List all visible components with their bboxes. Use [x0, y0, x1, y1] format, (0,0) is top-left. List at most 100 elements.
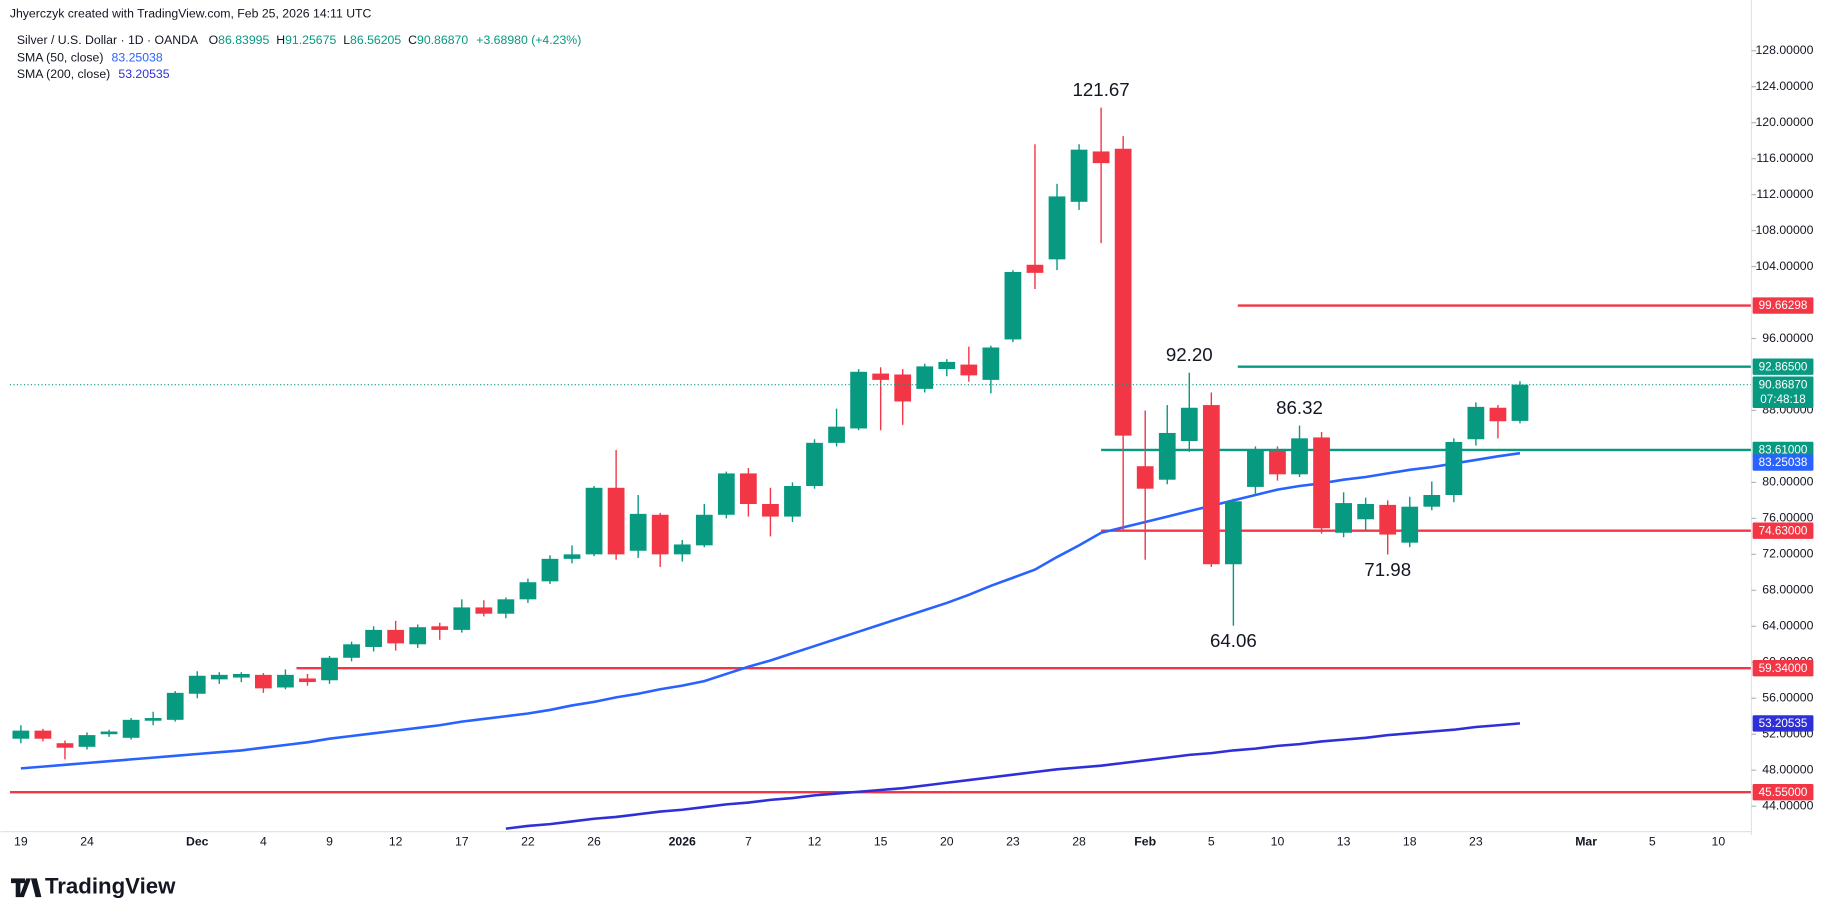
candle-body	[188, 675, 206, 694]
level-tag-bg	[1752, 522, 1814, 539]
candle-body	[431, 626, 449, 630]
annotation: 92.20	[1166, 344, 1213, 365]
candle-body	[1202, 405, 1220, 565]
x-tick-label: 15	[874, 834, 888, 848]
candle-body	[1335, 503, 1352, 533]
x-tick-label: 9	[326, 834, 333, 848]
y-tick-label: 44.00000	[1762, 798, 1813, 812]
candle-body	[784, 486, 801, 517]
series-name: SMA (200, close)	[17, 67, 110, 81]
ohlc-value: 91.25675	[285, 33, 336, 47]
legend-sma50: SMA (50, close) 83.25038	[17, 51, 163, 65]
x-tick-label: 5	[1649, 834, 1656, 848]
series-name: SMA (50, close)	[17, 51, 104, 65]
candle-body	[1158, 432, 1176, 480]
candle-body	[916, 366, 934, 389]
x-tick-label: 13	[1337, 834, 1351, 848]
candle-body	[100, 731, 118, 735]
candle-body	[387, 629, 405, 644]
annotation: 121.67	[1073, 79, 1130, 100]
x-tick-label: 17	[455, 834, 469, 848]
level-tag: 59.34000	[1759, 662, 1808, 675]
x-tick-label: 20	[940, 834, 954, 848]
candle-body	[585, 487, 603, 555]
candle-body	[1423, 494, 1441, 507]
y-tick-label: 64.00000	[1762, 619, 1813, 633]
x-tick-label: Dec	[186, 834, 209, 848]
sma-line	[505, 722, 1521, 830]
x-tick-label: 12	[389, 834, 403, 848]
candle-body	[1114, 148, 1132, 436]
sma-tag: 83.25038	[1759, 456, 1808, 469]
candle-body	[34, 730, 52, 739]
legend-sma200: SMA (200, close) 53.20535	[17, 67, 170, 81]
x-tick-label: 19	[14, 834, 28, 848]
x-tick-label: 26	[587, 834, 601, 848]
y-tick-label: 128.00000	[1755, 43, 1813, 57]
x-tick-label: 7	[745, 834, 752, 848]
candle-body	[1511, 384, 1529, 421]
candle-body	[563, 554, 581, 559]
candle-body	[1026, 264, 1044, 273]
level-tag: 74.63000	[1759, 524, 1808, 537]
level-tag-bg	[1752, 358, 1814, 375]
candle-body	[740, 473, 757, 504]
logo: TradingView	[11, 874, 176, 899]
x-tick-label: 2026	[669, 834, 696, 848]
x-tick-label: 18	[1403, 834, 1417, 848]
candle-body	[122, 719, 140, 738]
ohlc-key: O	[209, 33, 219, 47]
candle-body	[607, 487, 625, 555]
level-tag-bg	[1752, 297, 1814, 314]
x-tick-label: Mar	[1575, 834, 1597, 848]
y-tick-label: 72.00000	[1762, 547, 1813, 561]
y-tick-label: 96.00000	[1762, 331, 1813, 345]
x-tick-label: 22	[521, 834, 535, 848]
x-tick-label: 5	[1208, 834, 1215, 848]
ohlc-value: 86.56205	[350, 33, 401, 47]
sma-line	[20, 451, 1521, 770]
y-tick-label: 124.00000	[1755, 79, 1813, 93]
logo-icon	[11, 878, 42, 898]
sma-tag-bg	[1752, 715, 1814, 732]
candle-body	[982, 347, 1000, 380]
annotation: 86.32	[1276, 397, 1323, 418]
x-tick-label: 24	[80, 834, 94, 848]
series-value: 83.25038	[112, 51, 163, 65]
candle-body	[872, 373, 890, 380]
candle-body	[519, 582, 537, 600]
last-tag-bg	[1752, 376, 1814, 409]
candle-body	[1225, 501, 1242, 565]
candle-body	[232, 673, 250, 678]
series-value: 53.20535	[118, 67, 169, 81]
level-tag: 92.86500	[1759, 360, 1808, 373]
candle-body	[1070, 149, 1088, 202]
x-tick-label: Feb	[1134, 834, 1156, 848]
candle-body	[762, 503, 779, 517]
candle-body	[166, 692, 184, 720]
candle-body	[144, 718, 162, 721]
candle-body	[497, 599, 515, 614]
change: +3.68980 (+4.23%)	[476, 33, 581, 47]
y-tick-label: 104.00000	[1755, 259, 1813, 273]
candle-body	[1379, 504, 1397, 535]
candle-body	[806, 442, 823, 487]
candle-body	[1048, 196, 1066, 260]
x-tick-label: 4	[260, 834, 267, 848]
level-tag-bg	[1752, 441, 1814, 459]
candle-body	[277, 674, 294, 688]
candle-body	[850, 371, 867, 429]
level-tag-bg	[1752, 784, 1814, 801]
ohlc-key: L	[343, 33, 350, 47]
candle-body	[1247, 450, 1264, 487]
candle-body	[1136, 466, 1154, 489]
candle-body	[1357, 503, 1375, 520]
candle-body	[1180, 407, 1198, 442]
plot-area	[9, 107, 1752, 830]
brand: TradingView	[45, 874, 176, 899]
candle-body	[321, 657, 338, 681]
y-tick-label: 56.00000	[1762, 690, 1813, 704]
y-tick-label: 112.00000	[1756, 187, 1813, 201]
candle-body	[541, 558, 559, 582]
